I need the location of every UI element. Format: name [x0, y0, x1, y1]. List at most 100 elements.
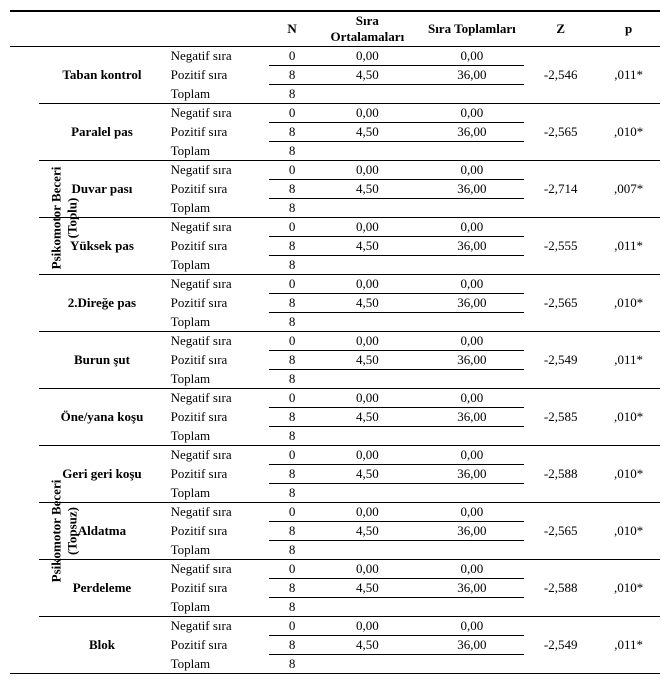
rank-label: Pozitif sıra [165, 294, 270, 313]
rank-label: Toplam [165, 541, 270, 560]
cell-n: 0 [269, 389, 315, 408]
cell-n: 8 [269, 636, 315, 655]
skill-name: Blok [39, 617, 164, 674]
cell-mean: 0,00 [315, 560, 420, 579]
cell-mean: 4,50 [315, 522, 420, 541]
cell-n: 8 [269, 427, 315, 446]
cell-sum: 0,00 [420, 161, 525, 180]
cell-z: -2,546 [524, 47, 597, 104]
cell-sum: 36,00 [420, 294, 525, 313]
cell-mean: 4,50 [315, 180, 420, 199]
cell-z: -2,714 [524, 161, 597, 218]
cell-sum: 0,00 [420, 446, 525, 465]
cell-mean [315, 541, 420, 560]
header-n: N [269, 11, 315, 47]
cell-mean [315, 142, 420, 161]
cell-sum [420, 598, 525, 617]
cell-sum [420, 313, 525, 332]
cell-mean [315, 484, 420, 503]
cell-n: 8 [269, 123, 315, 142]
cell-sum: 36,00 [420, 66, 525, 85]
cell-z: -2,565 [524, 275, 597, 332]
cell-n: 0 [269, 104, 315, 123]
table-row: Duvar pasıNegatif sıra00,000,00-2,714,00… [10, 161, 660, 180]
rank-label: Pozitif sıra [165, 180, 270, 199]
cell-n: 8 [269, 199, 315, 218]
table-row: Yüksek pasNegatif sıra00,000,00-2,555,01… [10, 218, 660, 237]
header-z: Z [524, 11, 597, 47]
cell-sum: 0,00 [420, 218, 525, 237]
cell-n: 0 [269, 332, 315, 351]
cell-mean: 0,00 [315, 332, 420, 351]
cell-mean [315, 655, 420, 674]
cell-n: 0 [269, 47, 315, 66]
rank-label: Negatif sıra [165, 389, 270, 408]
cell-mean: 0,00 [315, 446, 420, 465]
cell-n: 0 [269, 617, 315, 636]
cell-sum: 0,00 [420, 389, 525, 408]
table-row: Geri geri koşuNegatif sıra00,000,00-2,58… [10, 446, 660, 465]
rank-label: Negatif sıra [165, 503, 270, 522]
cell-mean [315, 313, 420, 332]
cell-z: -2,549 [524, 332, 597, 389]
cell-sum: 36,00 [420, 522, 525, 541]
rank-label: Toplam [165, 427, 270, 446]
table-row: PerdelemeNegatif sıra00,000,00-2,588,010… [10, 560, 660, 579]
rank-label: Toplam [165, 256, 270, 275]
rank-label: Negatif sıra [165, 47, 270, 66]
cell-p: ,011* [597, 218, 660, 275]
cell-z: -2,585 [524, 389, 597, 446]
cell-sum: 0,00 [420, 275, 525, 294]
skill-name: Öne/yana koşu [39, 389, 164, 446]
cell-mean [315, 199, 420, 218]
cell-z: -2,588 [524, 560, 597, 617]
cell-n: 8 [269, 142, 315, 161]
table-row: Psikomotor Beceri(Toplu)Taban kontrolNeg… [10, 47, 660, 66]
cell-n: 8 [269, 351, 315, 370]
group-label-cell: Psikomotor Beceri(Topsuz) [10, 389, 39, 674]
cell-sum: 36,00 [420, 180, 525, 199]
cell-mean: 4,50 [315, 237, 420, 256]
group-label-cell: Psikomotor Beceri(Toplu) [10, 47, 39, 389]
cell-sum [420, 85, 525, 104]
cell-mean [315, 427, 420, 446]
rank-label: Toplam [165, 655, 270, 674]
cell-n: 0 [269, 275, 315, 294]
cell-mean: 4,50 [315, 579, 420, 598]
cell-mean [315, 598, 420, 617]
rank-label: Negatif sıra [165, 617, 270, 636]
skill-name: Paralel pas [39, 104, 164, 161]
cell-mean: 0,00 [315, 275, 420, 294]
cell-n: 8 [269, 541, 315, 560]
table-row: BlokNegatif sıra00,000,00-2,549,011* [10, 617, 660, 636]
rank-label: Pozitif sıra [165, 522, 270, 541]
cell-n: 8 [269, 313, 315, 332]
rank-label: Negatif sıra [165, 104, 270, 123]
cell-mean: 4,50 [315, 636, 420, 655]
cell-sum: 36,00 [420, 237, 525, 256]
rank-label: Toplam [165, 598, 270, 617]
cell-p: ,010* [597, 275, 660, 332]
cell-p: ,010* [597, 104, 660, 161]
cell-sum: 0,00 [420, 617, 525, 636]
cell-n: 8 [269, 256, 315, 275]
cell-n: 8 [269, 465, 315, 484]
cell-z: -2,555 [524, 218, 597, 275]
cell-mean: 0,00 [315, 47, 420, 66]
header-row: N Sıra Ortalamaları Sıra Toplamları Z p [10, 11, 660, 47]
header-p: p [597, 11, 660, 47]
cell-mean [315, 256, 420, 275]
cell-p: ,007* [597, 161, 660, 218]
rank-label: Negatif sıra [165, 332, 270, 351]
rank-label: Pozitif sıra [165, 636, 270, 655]
cell-sum: 36,00 [420, 408, 525, 427]
cell-n: 8 [269, 484, 315, 503]
stats-table: N Sıra Ortalamaları Sıra Toplamları Z p … [10, 10, 660, 674]
cell-mean: 4,50 [315, 66, 420, 85]
cell-sum [420, 427, 525, 446]
cell-sum: 0,00 [420, 560, 525, 579]
rank-label: Pozitif sıra [165, 66, 270, 85]
cell-sum: 36,00 [420, 351, 525, 370]
rank-label: Toplam [165, 313, 270, 332]
cell-mean: 4,50 [315, 123, 420, 142]
